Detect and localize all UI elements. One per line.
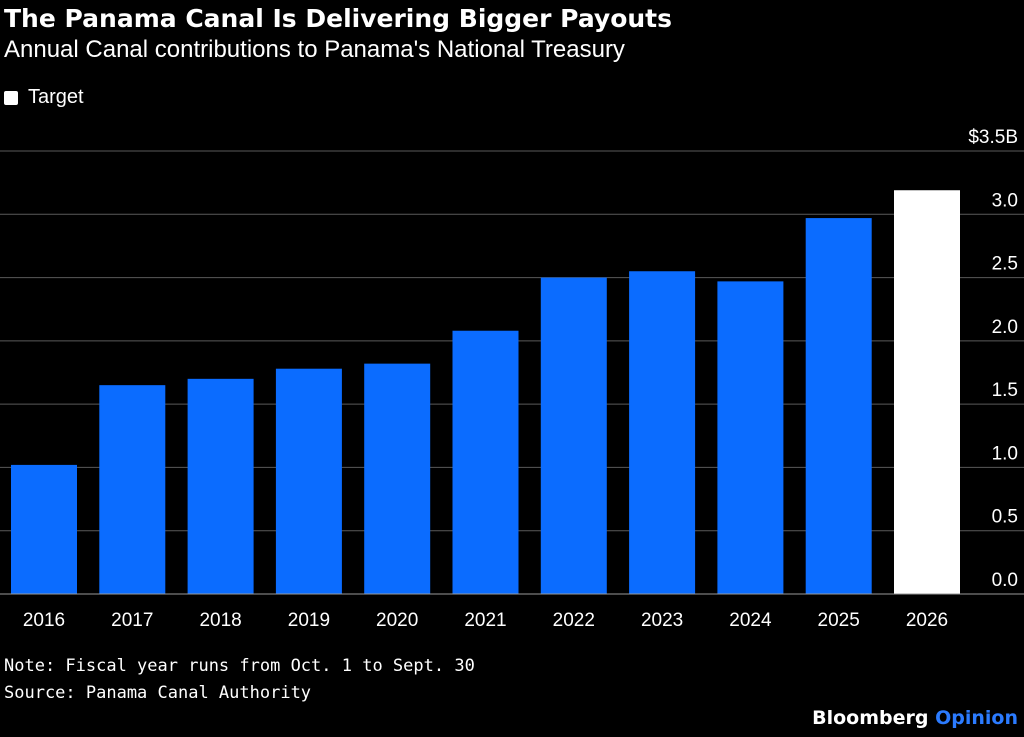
y-tick-label: 0.0 — [992, 570, 1018, 591]
y-tick-label: 3.0 — [992, 190, 1018, 211]
bar-2025 — [805, 218, 872, 594]
legend: Target — [4, 86, 84, 109]
chart-note: Note: Fiscal year runs from Oct. 1 to Se… — [4, 656, 475, 676]
brand-suffix: Opinion — [935, 707, 1018, 729]
x-tick-label: 2018 — [199, 610, 241, 631]
y-tick-label: 1.0 — [992, 443, 1018, 464]
bar-chart: 0.0 0.5 1.0 1.5 2.0 2.5 3.0 $3.5B 2016 2017 2018 20… — [0, 127, 1024, 631]
x-tick-label: 2022 — [553, 610, 595, 631]
brand-name: Bloomberg — [812, 707, 929, 729]
bar-2023 — [629, 271, 696, 594]
bar-2016 — [11, 464, 77, 594]
legend-swatch-target — [4, 90, 18, 105]
x-tick-label: 2021 — [464, 610, 506, 631]
y-tick-label: 1.5 — [992, 380, 1018, 401]
chart-title: The Panama Canal Is Delivering Bigger Pa… — [4, 4, 673, 33]
bar-2024 — [717, 281, 784, 594]
x-tick-label: 2025 — [818, 610, 860, 631]
x-tick-label: 2026 — [906, 610, 948, 631]
x-tick-label: 2024 — [729, 610, 772, 631]
legend-label-target: Target — [28, 86, 84, 108]
x-tick-label: 2017 — [111, 610, 153, 631]
bar-2018 — [187, 378, 254, 594]
y-tick-label: 2.0 — [992, 317, 1018, 338]
bar-2019 — [275, 368, 342, 594]
y-tick-label: 2.5 — [992, 254, 1018, 275]
x-tick-label: 2019 — [288, 610, 330, 631]
chart-subtitle: Annual Canal contributions to Panama's N… — [4, 36, 625, 63]
y-tick-label: $3.5B — [968, 127, 1018, 148]
y-tick-label: 0.5 — [992, 507, 1018, 528]
bar-2017 — [99, 385, 166, 594]
brand-logo: Bloomberg Opinion — [812, 707, 1018, 729]
x-tick-label: 2020 — [376, 610, 418, 631]
bar-2020 — [364, 363, 431, 594]
bar-2022 — [540, 277, 607, 594]
x-tick-label: 2016 — [23, 610, 65, 631]
chart-source: Source: Panama Canal Authority — [4, 683, 312, 703]
bar-2021 — [452, 330, 519, 594]
x-tick-label: 2023 — [641, 610, 683, 631]
bar-target-2026 — [894, 190, 960, 594]
